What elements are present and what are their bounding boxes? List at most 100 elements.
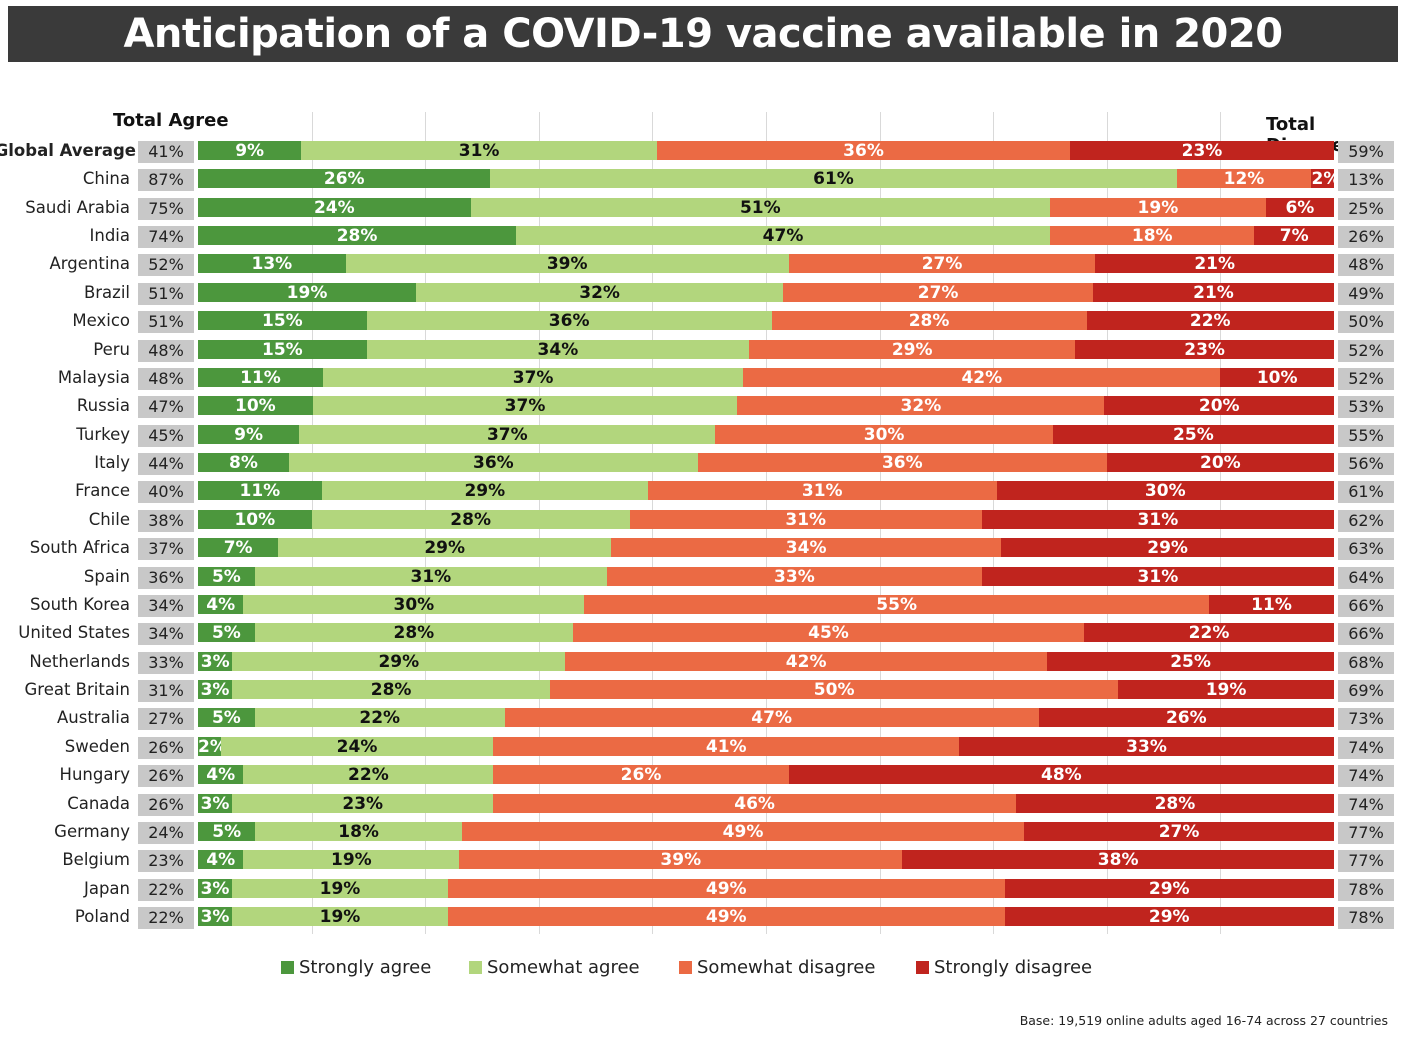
total-agree-value: 23% bbox=[138, 850, 194, 873]
legend-label: Strongly disagree bbox=[934, 957, 1093, 978]
bar-segment-somewhat-agree: 29% bbox=[278, 538, 612, 558]
bar-segment-strongly-agree: 4% bbox=[198, 594, 244, 614]
bar-segment-strongly-agree: 3% bbox=[198, 906, 233, 926]
bar-segment-somewhat-disagree: 47% bbox=[504, 708, 1039, 728]
chart-row: Mexico 51% 15% 36% 28% 22% 50% bbox=[0, 307, 1410, 335]
legend-item: Strongly disagree bbox=[916, 957, 1092, 978]
total-disagree-value: 50% bbox=[1338, 311, 1394, 334]
total-agree-value: 51% bbox=[138, 282, 194, 305]
legend-label: Somewhat disagree bbox=[697, 957, 876, 978]
total-disagree-value: 66% bbox=[1338, 623, 1394, 646]
total-disagree-value: 78% bbox=[1338, 878, 1394, 901]
stacked-bar: 8% 36% 36% 20% bbox=[198, 453, 1334, 473]
category-label: India bbox=[89, 226, 131, 246]
total-disagree-value: 74% bbox=[1338, 793, 1394, 816]
bar-segment-somewhat-disagree: 31% bbox=[629, 509, 982, 529]
bar-segment-somewhat-disagree: 39% bbox=[459, 850, 903, 870]
total-agree-value: 48% bbox=[138, 367, 194, 390]
total-agree-value: 51% bbox=[138, 311, 194, 334]
chart-row: South Korea 34% 4% 30% 55% 11% 66% bbox=[0, 591, 1410, 619]
bar-segment-strongly-disagree: 29% bbox=[1004, 906, 1334, 926]
total-agree-value: 52% bbox=[138, 254, 194, 277]
chart-title: Anticipation of a COVID-19 vaccine avail… bbox=[8, 6, 1398, 62]
total-disagree-value: 74% bbox=[1338, 765, 1394, 788]
total-agree-value: 26% bbox=[138, 765, 194, 788]
chart-row: Russia 47% 10% 37% 32% 20% 53% bbox=[0, 392, 1410, 420]
bar-segment-somewhat-disagree: 28% bbox=[771, 311, 1087, 331]
bar-segment-somewhat-disagree: 42% bbox=[743, 367, 1221, 387]
bar-segment-strongly-agree: 11% bbox=[198, 367, 323, 387]
bar-segment-somewhat-disagree: 27% bbox=[783, 282, 1094, 302]
category-label: Sweden bbox=[64, 736, 130, 756]
bar-segment-somewhat-agree: 61% bbox=[490, 169, 1177, 189]
bar-segment-somewhat-disagree: 49% bbox=[447, 906, 1005, 926]
category-label: Argentina bbox=[49, 254, 131, 274]
bar-segment-strongly-agree: 5% bbox=[198, 623, 255, 643]
total-agree-value: 47% bbox=[138, 396, 194, 419]
chart-row: China 87%26%61%12%2%13% bbox=[0, 165, 1410, 193]
bar-segment-strongly-disagree: 20% bbox=[1106, 453, 1334, 473]
stacked-bar: 13% 39% 27% 21% bbox=[198, 254, 1334, 274]
bar-segment-somewhat-agree: 36% bbox=[288, 453, 698, 473]
bar-segment-somewhat-disagree: 29% bbox=[749, 339, 1076, 359]
bar-segment-somewhat-agree: 37% bbox=[299, 424, 716, 444]
bar-segment-somewhat-agree: 19% bbox=[232, 906, 448, 926]
total-disagree-value: 63% bbox=[1338, 538, 1394, 561]
total-agree-value: 40% bbox=[138, 481, 194, 504]
bar-segment-somewhat-agree: 30% bbox=[243, 594, 585, 614]
legend-label: Strongly agree bbox=[299, 957, 432, 978]
total-disagree-value: 59% bbox=[1338, 141, 1394, 163]
bar-segment-somewhat-disagree: 19% bbox=[1049, 197, 1266, 217]
total-agree-value: 41% bbox=[138, 141, 194, 163]
total-agree-value: 27% bbox=[138, 708, 194, 731]
legend-swatch bbox=[469, 961, 482, 974]
chart-row: Brazil 51% 19% 32% 27% 21% 49% bbox=[0, 279, 1410, 307]
chart-row: Belgium 23% 4% 19% 39% 38% 77% bbox=[0, 846, 1410, 874]
stacked-bar: 5% 28% 45% 22% bbox=[198, 623, 1334, 643]
bar-segment-strongly-disagree: 6% bbox=[1265, 197, 1334, 217]
stacked-bar: 7% 29% 34% 29% bbox=[198, 538, 1334, 558]
total-agree-value: 26% bbox=[138, 736, 194, 759]
bar-segment-somewhat-disagree: 45% bbox=[572, 623, 1085, 643]
category-label: Brazil bbox=[83, 282, 130, 302]
bar-segment-strongly-agree: 24% bbox=[198, 197, 471, 217]
total-agree-value: 34% bbox=[138, 594, 194, 617]
chart-row: Great Britain 31% 3% 28% 50% 19% 69% bbox=[0, 676, 1410, 704]
total-agree-value: 33% bbox=[138, 651, 194, 674]
bar-segment-somewhat-disagree: 55% bbox=[584, 594, 1210, 614]
chart-row: Global Average 41% 9% 31% 36% 23% 59% bbox=[0, 137, 1410, 165]
legend-swatch bbox=[281, 961, 294, 974]
total-disagree-value: 66% bbox=[1338, 594, 1394, 617]
total-disagree-value: 52% bbox=[1338, 367, 1394, 390]
category-label: France bbox=[75, 481, 130, 501]
total-disagree-value: 77% bbox=[1338, 850, 1394, 873]
bar-segment-strongly-agree: 13% bbox=[198, 254, 346, 274]
bar-segment-somewhat-agree: 36% bbox=[366, 311, 772, 331]
total-agree-header: Total Agree bbox=[113, 110, 229, 131]
bar-segment-somewhat-agree: 31% bbox=[301, 141, 657, 160]
bar-segment-strongly-disagree: 10% bbox=[1220, 367, 1334, 387]
bar-segment-somewhat-disagree: 49% bbox=[461, 821, 1025, 841]
legend-item: Somewhat agree bbox=[469, 957, 640, 978]
stacked-bar: 3% 19% 49% 29% bbox=[198, 906, 1334, 926]
bar-segment-strongly-agree: 9% bbox=[198, 141, 302, 160]
bar-segment-strongly-disagree: 2% bbox=[1311, 169, 1334, 189]
chart-row: Netherlands 33% 3% 29% 42% 25% 68% bbox=[0, 648, 1410, 676]
stacked-bar: 28% 47% 18% 7% bbox=[198, 226, 1334, 246]
bar-segment-strongly-disagree: 23% bbox=[1075, 339, 1334, 359]
bar-segment-strongly-agree: 19% bbox=[198, 282, 417, 302]
total-disagree-value: 77% bbox=[1338, 821, 1394, 844]
bar-segment-strongly-agree: 26% bbox=[198, 169, 491, 189]
bar-segment-strongly-agree: 3% bbox=[198, 878, 233, 898]
bar-segment-somewhat-disagree: 33% bbox=[606, 566, 982, 586]
stacked-bar: 10% 37% 32% 20% bbox=[198, 396, 1334, 416]
category-label: Saudi Arabia bbox=[25, 197, 130, 217]
stacked-bar: 10% 28% 31% 31% bbox=[198, 509, 1334, 529]
bar-segment-somewhat-disagree: 32% bbox=[737, 396, 1105, 416]
total-agree-value: 34% bbox=[138, 623, 194, 646]
bar-segment-strongly-agree: 10% bbox=[198, 509, 312, 529]
legend-swatch bbox=[916, 961, 929, 974]
category-label: Italy bbox=[94, 453, 130, 473]
bar-segment-somewhat-disagree: 12% bbox=[1176, 169, 1312, 189]
bar-segment-strongly-disagree: 23% bbox=[1070, 141, 1334, 160]
